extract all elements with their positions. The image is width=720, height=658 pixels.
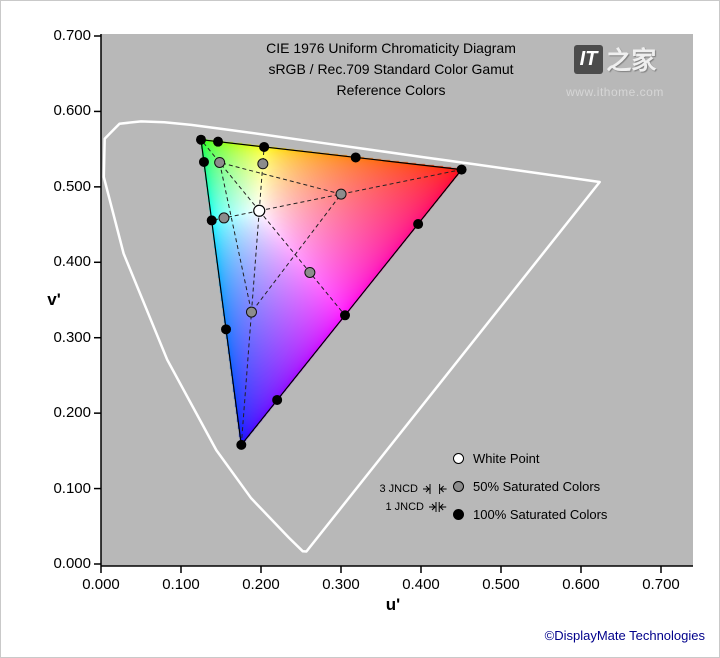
legend-marker-icon xyxy=(453,452,464,464)
legend-item: 50% Saturated Colors xyxy=(453,472,607,500)
y-tick-label: 0.000 xyxy=(53,555,91,572)
x-tick-label: 0.200 xyxy=(242,576,280,593)
jncd-scale-marker-icon xyxy=(429,502,447,512)
legend-item-label: 50% Saturated Colors xyxy=(473,478,601,494)
copyright-text: ©DisplayMate Technologies xyxy=(544,628,705,643)
ithome-logo-cn: 之家 xyxy=(606,47,657,75)
legend-item: White Point xyxy=(453,444,607,472)
jncd-label: 1 JNCD xyxy=(385,501,424,513)
jncd-row: 3 JNCD xyxy=(331,480,447,498)
legend-item-label: White Point xyxy=(473,450,540,466)
ithome-watermark: IT 之家 www.ithome.com xyxy=(553,41,677,99)
x-tick-label: 0.600 xyxy=(562,576,600,593)
y-tick-label: 0.400 xyxy=(53,253,91,271)
chart-legend: White Point 50% Saturated Colors 100% Satu… xyxy=(453,444,607,528)
y-tick-label: 0.100 xyxy=(53,479,91,497)
y-tick-label: 0.200 xyxy=(53,404,91,422)
ithome-logo-it: IT xyxy=(573,44,604,74)
ithome-url: www.ithome.com xyxy=(566,85,664,99)
y-tick-label: 0.600 xyxy=(53,102,91,120)
y-tick-label: 0.300 xyxy=(53,328,91,346)
x-tick-label: 0.100 xyxy=(162,576,200,593)
jncd-scale-marker-icon xyxy=(423,484,447,494)
jncd-row: 1 JNCD xyxy=(331,498,447,516)
chart-title-line-1: CIE 1976 Uniform Chromaticity Diagram xyxy=(266,40,516,56)
x-tick-label: 0.300 xyxy=(322,576,360,593)
y-tick-label: 0.700 xyxy=(53,27,91,44)
chart-title-line-2: sRGB / Rec.709 Standard Color Gamut xyxy=(268,61,514,77)
x-tick-label: 0.500 xyxy=(482,576,520,593)
ithome-logo: IT 之家 xyxy=(553,41,677,77)
jncd-label: 3 JNCD xyxy=(379,483,418,495)
legend-marker-icon xyxy=(453,508,464,520)
legend-item-label: 100% Saturated Colors xyxy=(473,506,608,522)
x-tick-label: 0.000 xyxy=(82,576,120,593)
x-tick-label: 0.400 xyxy=(402,576,440,593)
x-tick-label: 0.700 xyxy=(642,576,680,593)
y-tick-label: 0.500 xyxy=(53,177,91,195)
chart-title-line-3: Reference Colors xyxy=(336,82,446,98)
jncd-scale: 3 JNCD 1 JNCD xyxy=(331,480,447,516)
x-axis-title: u' xyxy=(385,595,401,614)
legend-marker-icon xyxy=(453,480,464,492)
legend-item: 100% Saturated Colors xyxy=(453,500,607,528)
y-axis-title: v' xyxy=(47,290,61,309)
chart-title: CIE 1976 Uniform Chromaticity Diagram sR… xyxy=(187,38,595,101)
